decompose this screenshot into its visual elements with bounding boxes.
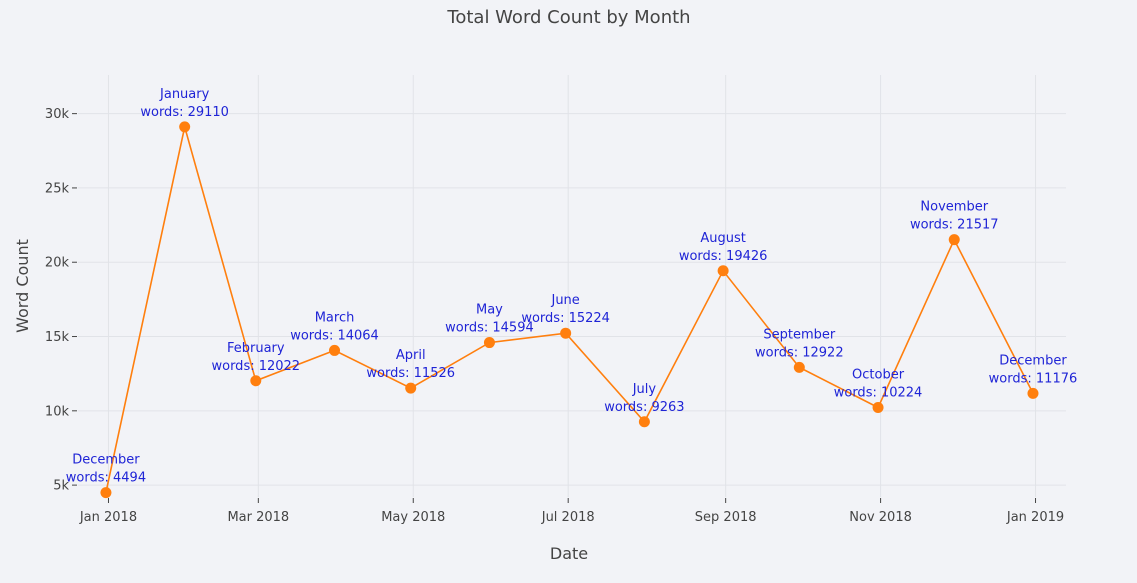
data-label-month: January [159,87,210,102]
data-label-month: September [763,327,836,342]
x-tick-label: Jan 2019 [1006,510,1064,525]
data-label-words: words: 11176 [989,371,1078,386]
data-label-month: July [632,382,657,397]
data-label-month: October [852,367,905,382]
x-tick-label: Sep 2018 [695,510,757,525]
data-point[interactable] [179,121,191,133]
data-label-month: December [72,453,140,468]
data-label-month: June [550,293,579,308]
data-point[interactable] [405,382,417,394]
data-label-month: March [315,310,355,325]
data-label-words: words: 12922 [755,345,844,360]
x-tick-label: Jan 2018 [79,510,137,525]
data-label-words: words: 9263 [604,400,684,415]
series-line [105,126,1034,493]
data-point[interactable] [793,361,805,373]
y-tick-label: 25k [45,181,70,196]
y-tick-label: 10k [45,404,70,419]
data-label-words: words: 11526 [366,366,455,381]
data-labels: December words: 4494 January words: 29110 Fe… [66,87,1078,486]
data-point[interactable] [948,234,960,246]
data-label-words: words: 19426 [679,249,768,264]
x-tick-label: Nov 2018 [849,510,912,525]
x-tick-label: Mar 2018 [227,510,289,525]
y-tick-label: 20k [45,256,70,271]
data-label-words: words: 14594 [445,321,534,336]
data-label-month: August [700,231,746,246]
data-line [105,126,1034,493]
x-tick-label: May 2018 [381,510,445,525]
data-label-month: April [396,348,426,363]
data-label-words: words: 12022 [211,359,300,374]
data-point[interactable] [100,487,112,499]
data-label-words: words: 21517 [910,218,999,233]
data-point[interactable] [483,337,495,349]
data-label-month: November [920,200,988,215]
x-tick-label: Jul 2018 [541,510,595,525]
data-label-month: February [227,341,285,356]
data-label-words: words: 4494 [66,471,146,486]
data-point[interactable] [560,327,572,339]
x-axis: Jan 2018 Mar 2018 May 2018 Jul 2018 Sep 2018… [79,498,1064,525]
y-tick-label: 15k [45,330,70,345]
x-axis-title: Date [550,544,588,563]
chart-title: Total Word Count by Month [446,7,690,28]
gridlines [78,75,1066,497]
data-points [100,121,1039,499]
data-point[interactable] [872,401,884,413]
y-axis: 5k 10k 15k 20k 25k 30k [45,107,77,494]
data-label-words: words: 29110 [140,105,229,120]
data-label-month: December [999,353,1067,368]
data-point[interactable] [1027,387,1039,399]
y-tick-label: 5k [53,479,69,494]
data-point[interactable] [329,344,341,356]
data-point[interactable] [717,265,729,277]
y-axis-title: Word Count [13,239,32,333]
data-label-words: words: 10224 [834,385,923,400]
data-point[interactable] [250,375,262,387]
data-label-words: words: 14064 [290,328,379,343]
data-label-words: words: 15224 [521,311,610,326]
data-point[interactable] [638,416,650,428]
data-label-month: May [476,303,503,318]
y-tick-label: 30k [45,107,70,122]
